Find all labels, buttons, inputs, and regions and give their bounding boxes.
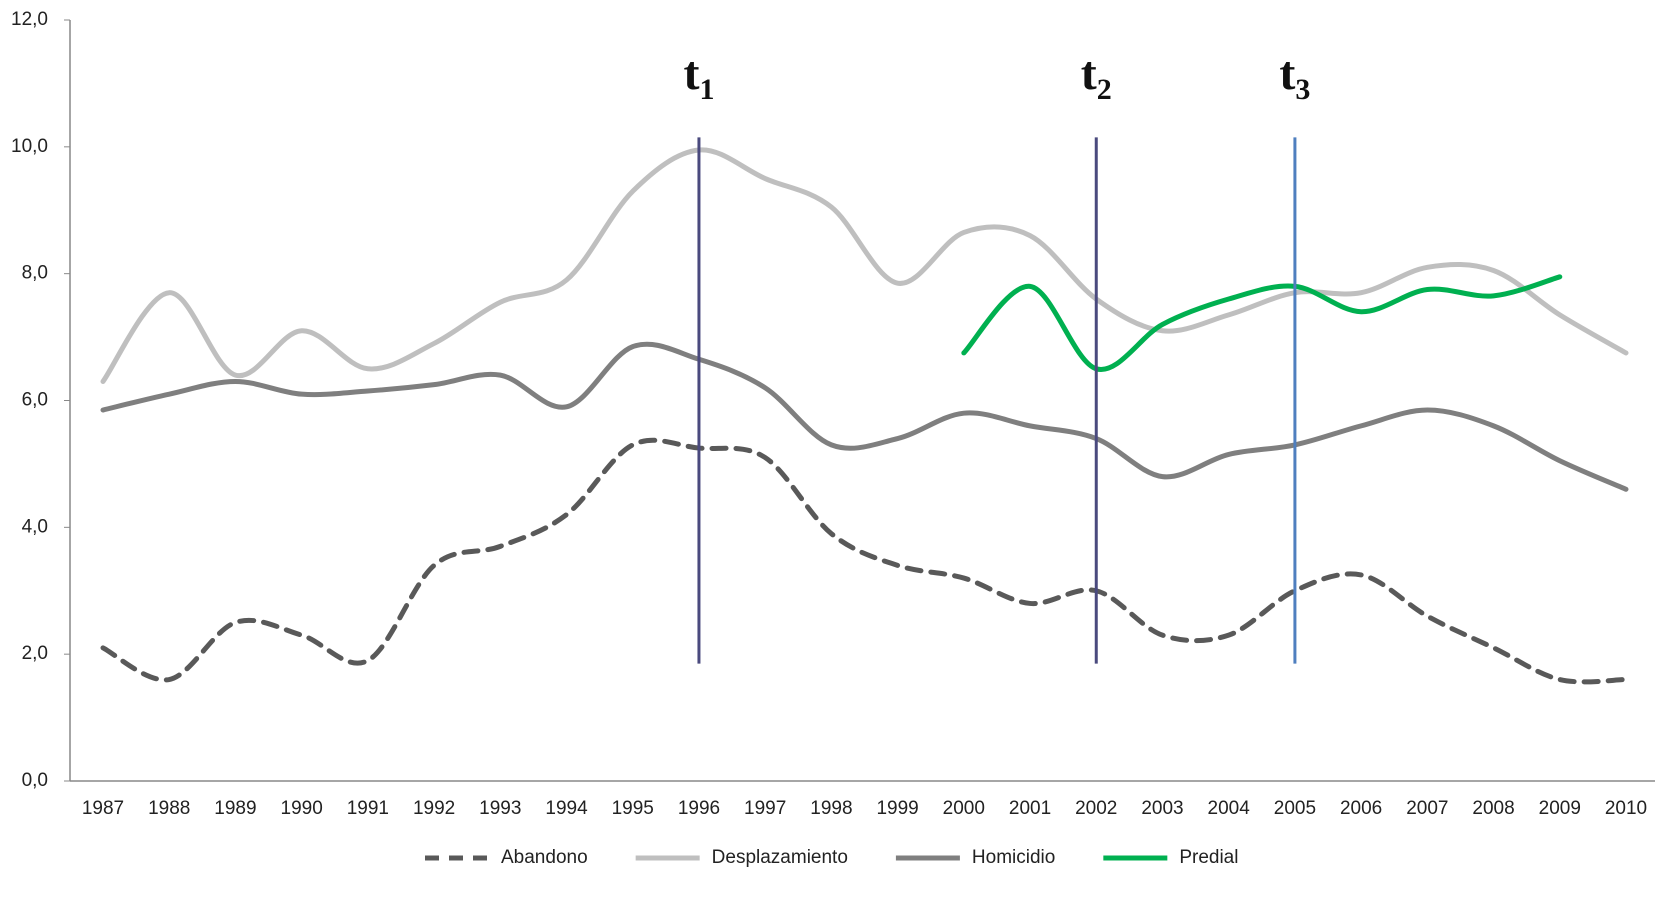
legend-label: Homicidio (972, 847, 1055, 868)
x-tick-label: 2001 (1009, 798, 1051, 819)
y-tick-label: 4,0 (22, 516, 48, 537)
x-tick-label: 2000 (943, 798, 985, 819)
annotation-text: t (683, 47, 699, 100)
x-tick-label: 1997 (744, 798, 786, 819)
annotation-label: t3 (1279, 47, 1310, 106)
x-tick-label: 2010 (1605, 798, 1647, 819)
x-tick-label: 1991 (347, 798, 389, 819)
annotation-text: t (1081, 47, 1097, 100)
y-tick-label: 10,0 (11, 136, 48, 157)
x-tick-label: 1994 (545, 798, 588, 819)
annotation-subscript: 1 (699, 73, 714, 106)
series-line (100, 437, 1629, 685)
series-line (100, 341, 1629, 492)
x-tick-label: 1998 (810, 798, 852, 819)
annotation-subscript: 3 (1295, 73, 1310, 106)
x-tick-label: 2003 (1141, 798, 1183, 819)
x-tick-label: 2004 (1208, 798, 1251, 819)
y-tick-label: 6,0 (22, 390, 48, 411)
x-tick-label: 2002 (1075, 798, 1117, 819)
x-tick-label: 2006 (1340, 798, 1382, 819)
x-tick-label: 1996 (678, 798, 720, 819)
series-line (100, 147, 1629, 384)
y-tick-label: 12,0 (11, 9, 48, 30)
x-tick-label: 2007 (1406, 798, 1448, 819)
legend-label: Predial (1179, 847, 1238, 868)
series-line (961, 274, 1563, 372)
x-tick-label: 1993 (479, 798, 521, 819)
annotation-subscript: 2 (1097, 73, 1112, 106)
y-tick-label: 2,0 (22, 643, 48, 664)
annotation-label: t2 (1081, 47, 1112, 106)
x-tick-label: 1999 (876, 798, 918, 819)
legend-label: Abandono (501, 847, 588, 868)
x-tick-label: 1992 (413, 798, 455, 819)
x-tick-label: 1995 (612, 798, 654, 819)
annotation-text: t (1279, 47, 1295, 100)
annotation-label: t1 (683, 47, 714, 106)
x-tick-label: 1987 (82, 798, 124, 819)
legend-label: Desplazamiento (712, 847, 848, 868)
x-tick-label: 2008 (1472, 798, 1514, 819)
x-tick-label: 1990 (281, 798, 323, 819)
x-tick-label: 2005 (1274, 798, 1316, 819)
y-tick-label: 0,0 (22, 770, 48, 791)
y-tick-label: 8,0 (22, 263, 48, 284)
x-tick-label: 1988 (148, 798, 190, 819)
x-tick-label: 2009 (1539, 798, 1581, 819)
x-tick-label: 1989 (214, 798, 256, 819)
